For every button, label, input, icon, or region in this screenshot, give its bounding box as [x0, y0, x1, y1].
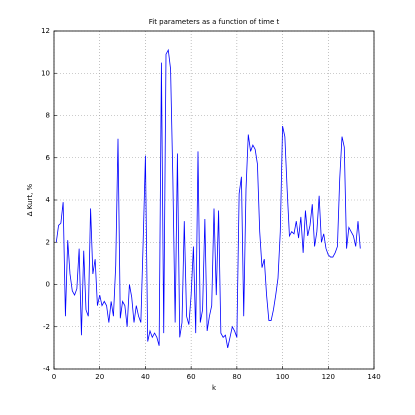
y-tick-label: -2: [43, 323, 50, 331]
chart-title: Fit parameters as a function of time t: [149, 18, 280, 26]
data-line: [55, 48, 361, 348]
x-tick-label: 0: [52, 373, 56, 381]
y-tick-label: 10: [41, 69, 50, 77]
x-axis-label: k: [212, 384, 217, 392]
y-tick-label: 6: [46, 154, 51, 162]
x-tick-label: 80: [232, 373, 241, 381]
plot-frame: [53, 30, 375, 370]
x-tick-label: 140: [367, 373, 380, 381]
x-tick-label: 100: [276, 373, 289, 381]
y-axis-label: Δ Kurt, %: [26, 183, 34, 216]
y-tick-label: 0: [46, 281, 50, 289]
y-tick-label: 4: [46, 196, 51, 204]
x-tick-label: 60: [187, 373, 196, 381]
y-tick-label: 12: [41, 27, 50, 35]
y-tick-label: 8: [46, 112, 50, 120]
y-tick-label: 2: [46, 238, 50, 246]
y-tick-label: -4: [43, 365, 51, 373]
x-tick-label: 120: [322, 373, 335, 381]
x-tick-label: 40: [141, 373, 150, 381]
x-tick-label: 20: [95, 373, 104, 381]
